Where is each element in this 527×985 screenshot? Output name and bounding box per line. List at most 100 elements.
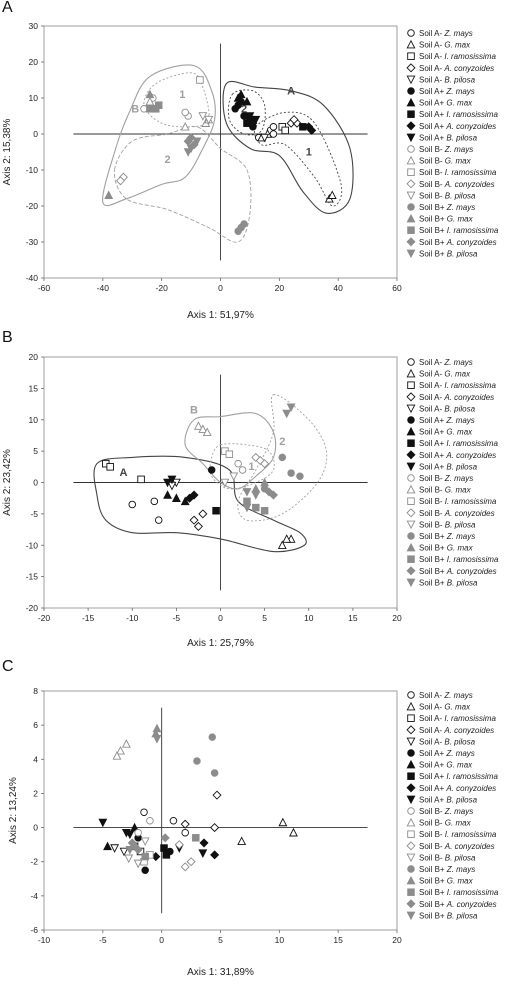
legend-label: Soil A+ B. pilosa (419, 462, 478, 471)
legend-marker (406, 75, 416, 85)
data-point (243, 497, 251, 506)
data-point (198, 112, 208, 121)
data-point (198, 424, 208, 433)
legend-marker (406, 404, 416, 414)
data-point (278, 817, 288, 827)
x-axis-title: Axis 1: 51,97% (187, 310, 254, 321)
cluster-label: 1 (179, 89, 185, 101)
cluster-label: B (190, 404, 198, 416)
data-point (198, 509, 208, 519)
x-tick-label: 15 (333, 935, 343, 945)
data-point (238, 466, 247, 474)
data-point (225, 450, 234, 459)
x-axis-title: Axis 1: 25,79% (187, 638, 254, 649)
legend-marker (407, 691, 415, 699)
plot-frame (43, 690, 398, 931)
data-point (106, 463, 114, 471)
data-point (181, 108, 189, 117)
data-point (260, 477, 270, 487)
data-point (198, 849, 208, 858)
legend-label: Soil B- Z. mays (419, 807, 473, 816)
legend-marker (406, 179, 416, 189)
cluster-envelope (102, 64, 216, 207)
y-tick-label: 4 (33, 754, 38, 764)
data-point (130, 822, 140, 832)
data-point (186, 144, 196, 154)
legend-label: Soil A- G. max (419, 41, 471, 50)
data-point (210, 850, 220, 860)
cluster-envelope (237, 394, 328, 522)
cluster-envelope (222, 80, 354, 214)
legend-marker (406, 237, 416, 247)
x-tick-label: -20 (156, 283, 169, 293)
legend-marker (407, 807, 415, 815)
legend-label: Soil B+ B. pilosa (419, 911, 478, 920)
cluster-label: 2 (164, 154, 170, 166)
legend-label: Soil B- A. conyzoides (419, 509, 495, 518)
legend-marker (406, 783, 416, 793)
legend-marker (407, 52, 415, 60)
data-point (104, 190, 114, 199)
legend-label: Soil B+ B. pilosa (419, 578, 478, 587)
data-point (237, 836, 247, 845)
legend-label: Soil A- A. conyzoides (419, 726, 494, 735)
data-point (185, 493, 195, 503)
y-tick-label: 8 (33, 686, 38, 696)
x-tick-label: 0 (159, 935, 164, 945)
panel-b: B -20 -15 -10 -5 0 5 10 15 20 -20 -15 -10 -5 0 5 10 15 20 A… (2, 329, 499, 649)
data-point (287, 469, 295, 477)
x-tick-label: 10 (304, 613, 314, 623)
x-tick-label: 20 (275, 283, 285, 293)
legend-label: Soil A- G. max (419, 703, 471, 712)
data-point (193, 521, 203, 531)
data-point (199, 838, 209, 848)
data-point (162, 851, 171, 859)
data-point (234, 459, 242, 468)
legend-label: Soil A+ G. max (419, 761, 473, 770)
legend-marker (407, 145, 415, 153)
data-point (242, 503, 252, 513)
data-point (119, 847, 129, 857)
legend-label: Soil B- I. ramosissima (419, 168, 497, 177)
legend-label: Soil A+ G. max (419, 428, 473, 437)
legend-marker (406, 841, 416, 851)
panel-c: C -10 -5 0 5 10 15 20 -6 -4 -2 0 2 4 6 8 Axis 1: 31,89% A… (2, 658, 499, 978)
y-tick-label: -40 (26, 273, 39, 283)
legend-marker (407, 772, 415, 780)
legend-marker (406, 911, 416, 921)
x-tick-label: 15 (348, 613, 358, 623)
legend-label: Soil A- Z. mays (419, 29, 473, 38)
data-point (192, 137, 202, 146)
data-point (152, 723, 162, 733)
legend-marker (406, 542, 416, 552)
legend-marker (406, 450, 416, 460)
data-point (236, 89, 246, 99)
y-tick-label: 5 (33, 446, 38, 456)
legend-marker (407, 381, 415, 389)
x-tick-label: -5 (99, 935, 107, 945)
cluster-label: 1 (248, 461, 254, 473)
data-point (277, 540, 287, 549)
data-point (124, 854, 134, 864)
y-tick-label: -15 (26, 572, 39, 582)
legend-marker (406, 520, 416, 530)
x-tick-label: -10 (126, 613, 139, 623)
legend-marker (406, 795, 416, 805)
y-tick-label: -20 (26, 201, 39, 211)
data-point (189, 515, 199, 525)
data-point (171, 493, 181, 502)
data-point (327, 190, 337, 199)
data-point (212, 790, 222, 800)
legend-label: Soil B- A. conyzoides (419, 180, 495, 189)
legend-label: Soil B- I. ramosissima (419, 830, 497, 839)
cluster-envelope (184, 412, 277, 490)
legend-marker (407, 358, 415, 366)
legend-label: Soil A+ B. pilosa (419, 795, 478, 804)
x-tick-label: 0 (218, 283, 223, 293)
legend-label: Soil A- A. conyzoides (419, 64, 494, 73)
x-tick-label: 10 (275, 935, 285, 945)
legend-label: Soil A+ I. ramosissima (419, 110, 498, 119)
data-point (146, 105, 154, 113)
legend-marker (406, 508, 416, 518)
legend-label: Soil A+ I. ramosissima (419, 439, 498, 448)
